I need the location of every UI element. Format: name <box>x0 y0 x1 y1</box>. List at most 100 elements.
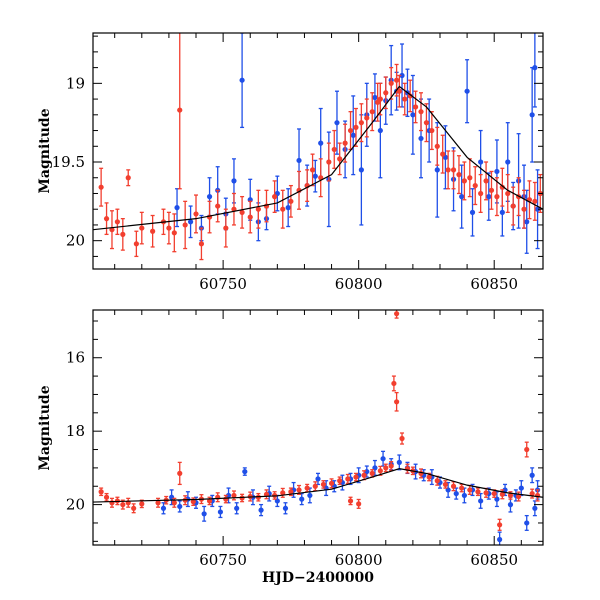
data-point <box>440 151 446 157</box>
data-point <box>169 494 175 500</box>
data-point <box>478 190 484 197</box>
data-point <box>98 184 104 190</box>
data-point <box>315 476 321 482</box>
data-point <box>177 470 183 476</box>
data-point <box>320 481 327 488</box>
data-point <box>139 225 145 231</box>
data-point <box>131 505 137 511</box>
data-point <box>288 489 294 495</box>
data-point <box>478 159 484 165</box>
data-point <box>377 468 383 474</box>
data-point <box>171 230 177 236</box>
data-point <box>497 522 503 528</box>
data-point <box>239 77 245 83</box>
data-point <box>516 493 522 500</box>
data-point <box>388 463 394 469</box>
data-point <box>182 222 188 228</box>
data-point <box>280 490 286 496</box>
data-point <box>288 198 294 204</box>
data-point <box>505 190 511 197</box>
data-point <box>505 159 511 165</box>
data-point <box>472 183 478 189</box>
data-point <box>231 492 237 499</box>
data-point <box>456 172 462 178</box>
data-point <box>272 194 278 200</box>
data-point <box>467 175 473 181</box>
data-point <box>497 536 503 543</box>
data-point <box>434 478 440 484</box>
data-point <box>150 228 156 234</box>
y-tick-label: 18 <box>66 422 85 440</box>
bottom-y-axis-label: Magnitude <box>37 385 53 470</box>
x-tick-label: 60750 <box>199 275 247 293</box>
data-point <box>353 124 359 130</box>
data-point <box>190 499 196 505</box>
data-point <box>160 505 167 511</box>
y-tick-label: 20 <box>66 496 85 514</box>
data-point <box>394 311 400 317</box>
data-point <box>155 500 161 506</box>
plot-area <box>93 310 543 545</box>
data-point <box>469 209 476 215</box>
data-point <box>307 492 313 499</box>
data-point <box>133 241 139 247</box>
data-point <box>120 502 126 508</box>
data-point <box>331 146 337 153</box>
data-point <box>380 456 386 462</box>
data-point <box>499 184 505 190</box>
data-point <box>215 203 221 209</box>
data-point <box>225 492 232 499</box>
data-point <box>296 487 302 493</box>
data-point <box>529 472 535 478</box>
data-point <box>383 465 389 471</box>
data-point <box>223 496 229 502</box>
data-point <box>491 490 497 497</box>
data-point <box>280 206 286 212</box>
data-point <box>125 175 131 181</box>
data-point <box>461 178 467 184</box>
data-point <box>467 487 473 493</box>
data-point <box>231 178 237 184</box>
data-point <box>524 446 530 453</box>
data-point <box>345 476 351 482</box>
data-point <box>326 159 332 165</box>
data-point <box>534 206 541 212</box>
data-point <box>407 93 413 99</box>
data-point <box>239 495 245 501</box>
top-panel: Magnitude 60750 60800 60850 19 19.5 20 <box>37 32 544 293</box>
data-point <box>369 109 375 115</box>
data-point <box>394 77 400 83</box>
data-point <box>377 96 383 102</box>
data-point <box>391 380 397 387</box>
data-point <box>98 489 104 495</box>
data-point <box>383 90 389 96</box>
data-point <box>412 104 419 110</box>
data-point <box>507 492 514 499</box>
data-point <box>394 399 400 405</box>
series-1 <box>98 33 543 261</box>
data-point <box>282 505 289 511</box>
data-point <box>478 498 484 504</box>
model-curve <box>93 85 543 231</box>
data-point <box>434 143 440 149</box>
data-point <box>396 88 402 94</box>
data-point <box>475 489 481 495</box>
data-point <box>396 459 402 465</box>
data-point <box>426 474 432 480</box>
data-point <box>309 167 316 173</box>
data-point <box>337 478 343 484</box>
data-point <box>350 132 356 138</box>
data-point <box>434 167 440 173</box>
data-point <box>450 167 457 173</box>
data-point <box>312 483 318 489</box>
data-point <box>532 505 538 511</box>
data-point <box>174 205 180 211</box>
data-point <box>239 209 245 215</box>
data-point <box>358 167 364 173</box>
data-point <box>377 127 383 134</box>
data-point <box>524 219 530 225</box>
x-tick-label: 60800 <box>335 551 383 569</box>
data-point <box>524 520 530 526</box>
data-point <box>198 241 205 247</box>
data-point <box>532 65 538 71</box>
